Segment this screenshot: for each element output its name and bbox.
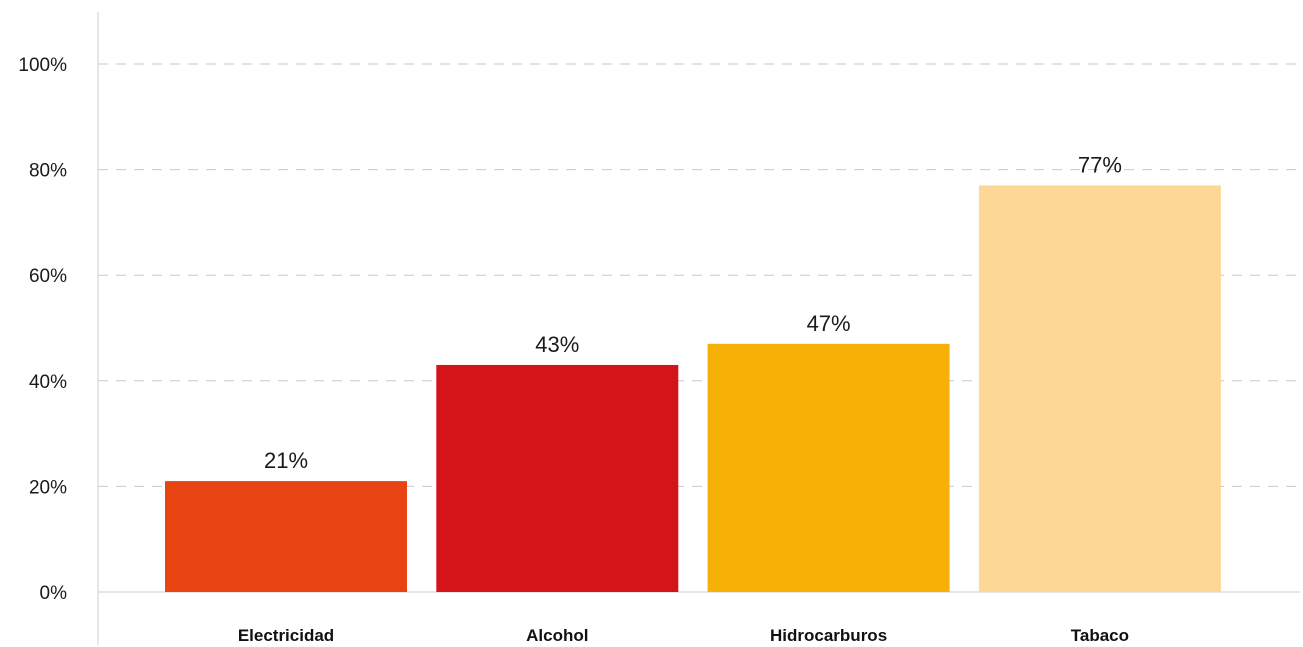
category-label: Electricidad: [238, 626, 334, 645]
data-label: 43%: [535, 332, 579, 357]
y-tick-label: 0%: [40, 583, 68, 604]
data-label: 47%: [807, 311, 851, 336]
category-label: Hidrocarburos: [770, 626, 887, 645]
data-labels: 21% 43% 47% 77%: [264, 152, 1122, 473]
y-tick-label: 20%: [29, 477, 67, 498]
y-tick-labels: 0% 20% 40% 60% 80% 100%: [18, 55, 67, 604]
data-label: 21%: [264, 448, 308, 473]
bar-alcohol: [436, 364, 679, 592]
category-label: Tabaco: [1071, 626, 1129, 645]
bar-tabaco: [978, 185, 1221, 592]
bars: [165, 185, 1221, 592]
bar-hidrocarburos: [707, 343, 950, 592]
y-tick-label: 100%: [18, 55, 67, 76]
y-tick-label: 60%: [29, 266, 67, 287]
y-tick-label: 40%: [29, 372, 67, 393]
y-tick-label: 80%: [29, 161, 67, 182]
bar-electricidad: [165, 481, 407, 592]
category-label: Alcohol: [526, 626, 588, 645]
data-label: 77%: [1078, 152, 1122, 177]
category-labels: Electricidad Alcohol Hidrocarburos Tabaco: [238, 626, 1129, 645]
